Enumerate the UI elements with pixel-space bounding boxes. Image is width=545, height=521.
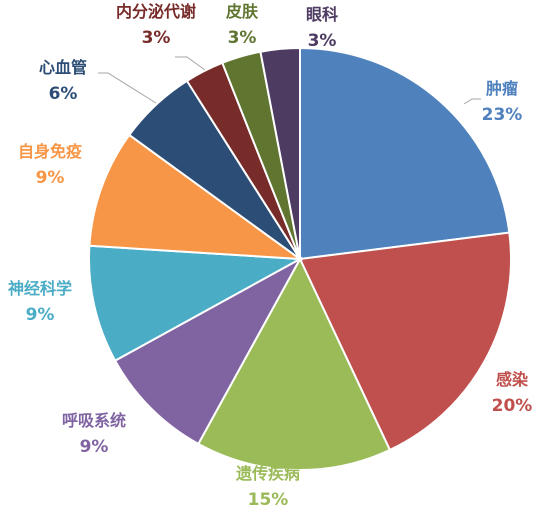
slice-name-label-6: 心血管	[39, 58, 87, 77]
slice-percent-label-4: 9%	[26, 305, 55, 325]
pie-slice-3	[113, 256, 303, 446]
slice-percent-label-0: 23%	[482, 105, 523, 125]
slice-labels: 肿瘤 23% 感染 20% 遗传疾病 15% 呼吸系统 9% 神经科学 9% 自身免疫 9% 心血管 6%…	[8, 2, 532, 510]
slice-percent-label-5: 9%	[36, 168, 65, 188]
pie-slices	[88, 46, 512, 471]
leader-line-6	[98, 72, 157, 104]
leader-lines	[98, 56, 481, 105]
slice-name-label-2: 遗传疾病	[235, 464, 300, 483]
slice-percent-label-3: 9%	[80, 437, 109, 457]
pie-slice-9	[259, 46, 301, 260]
pie-slice-2	[196, 256, 392, 471]
slice-name-label-5: 自身免疫	[18, 142, 82, 161]
slice-name-label-3: 呼吸系统	[62, 411, 126, 430]
slice-percent-label-9: 3%	[308, 31, 337, 51]
pie-slice-0	[299, 46, 511, 261]
leader-line-0	[463, 98, 481, 105]
leader-line-7	[175, 56, 206, 71]
slice-name-label-0: 肿瘤	[486, 79, 518, 98]
slice-name-label-9: 眼科	[306, 5, 338, 24]
slice-percent-label-8: 3%	[228, 28, 257, 48]
slice-name-label-4: 神经科学	[8, 279, 72, 298]
pie-slice-4	[88, 244, 304, 363]
slice-name-label-1: 感染	[496, 370, 529, 389]
slice-percent-label-6: 6%	[49, 84, 78, 104]
slice-name-label-7: 内分泌代谢	[116, 2, 196, 21]
pie-slice-1	[298, 231, 512, 452]
slice-name-label-8: 皮肤	[225, 2, 259, 21]
slice-percent-label-2: 15%	[248, 490, 289, 510]
pie-slice-5	[88, 133, 304, 261]
slice-percent-label-7: 3%	[142, 28, 171, 48]
slice-percent-label-1: 20%	[492, 396, 533, 416]
